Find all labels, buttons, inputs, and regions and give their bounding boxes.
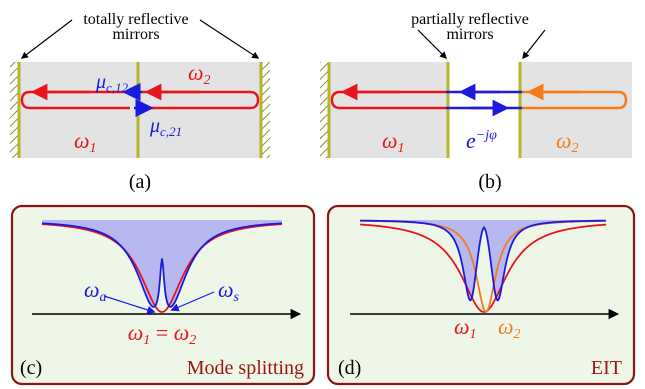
gap-b xyxy=(449,62,519,158)
loop-right-a xyxy=(142,90,260,110)
shade-c xyxy=(42,220,282,307)
cavity-a xyxy=(20,62,260,158)
label-partially-reflective: partially reflective xyxy=(411,11,529,28)
tag-c: (c) xyxy=(20,357,42,379)
loop-left-b xyxy=(330,90,446,110)
caption-b: (b) xyxy=(478,171,501,193)
title-d: EIT xyxy=(591,357,622,379)
pointer-left-a xyxy=(20,19,73,59)
panel-b: partially reflective mirrors ω1 ω2 e−jφ … xyxy=(320,11,632,193)
label-phase: e−jφ xyxy=(466,128,497,153)
wall-left-b xyxy=(320,62,328,158)
label-omega1-a: ω1 xyxy=(74,128,97,156)
label-omega-a: ωa xyxy=(84,277,107,305)
panel-a: totally reflective mirrors μc,12 μc,21 ω… xyxy=(10,11,270,193)
pointer-right-a xyxy=(199,19,260,59)
label-omega1-b: ω1 xyxy=(382,128,405,156)
caption-a: (a) xyxy=(129,171,151,193)
label-mu-21: μc,21 xyxy=(149,115,182,139)
panel-d: ω1 ω2 (d) EIT xyxy=(326,204,636,386)
label-omega1-d: ω1 xyxy=(454,314,477,342)
curve-d-red xyxy=(360,223,607,313)
curve-c-red xyxy=(41,223,283,313)
label-mirrors-a: mirrors xyxy=(112,26,159,43)
pointer-right-b xyxy=(522,29,546,60)
curve-d-blue xyxy=(360,219,606,302)
label-totally-reflective: totally reflective xyxy=(83,11,188,28)
pointer-omega-a xyxy=(103,295,156,314)
label-omega-equal: ω1 = ω2 xyxy=(128,320,197,348)
loop-right-b xyxy=(522,90,628,110)
wall-left-a xyxy=(10,62,18,158)
label-omega2-b: ω2 xyxy=(556,128,579,156)
curve-c-blue xyxy=(41,222,283,308)
box-c xyxy=(10,204,316,386)
panel-c: ωa ωs ω1 = ω2 (c) Mode splitting xyxy=(10,204,316,386)
pointer-omega-s xyxy=(170,291,215,312)
label-omega2-d: ω2 xyxy=(498,314,521,342)
label-mirrors-b: mirrors xyxy=(446,26,493,43)
tag-d: (d) xyxy=(338,357,361,379)
wall-right-a xyxy=(262,62,270,158)
label-omega-s: ωs xyxy=(218,277,240,305)
title-c: Mode splitting xyxy=(187,357,304,379)
label-omega2-a: ω2 xyxy=(188,60,211,88)
loop-left-a xyxy=(20,90,136,110)
label-mu-12: μc,12 xyxy=(95,71,129,95)
pointer-left-b xyxy=(417,29,448,60)
